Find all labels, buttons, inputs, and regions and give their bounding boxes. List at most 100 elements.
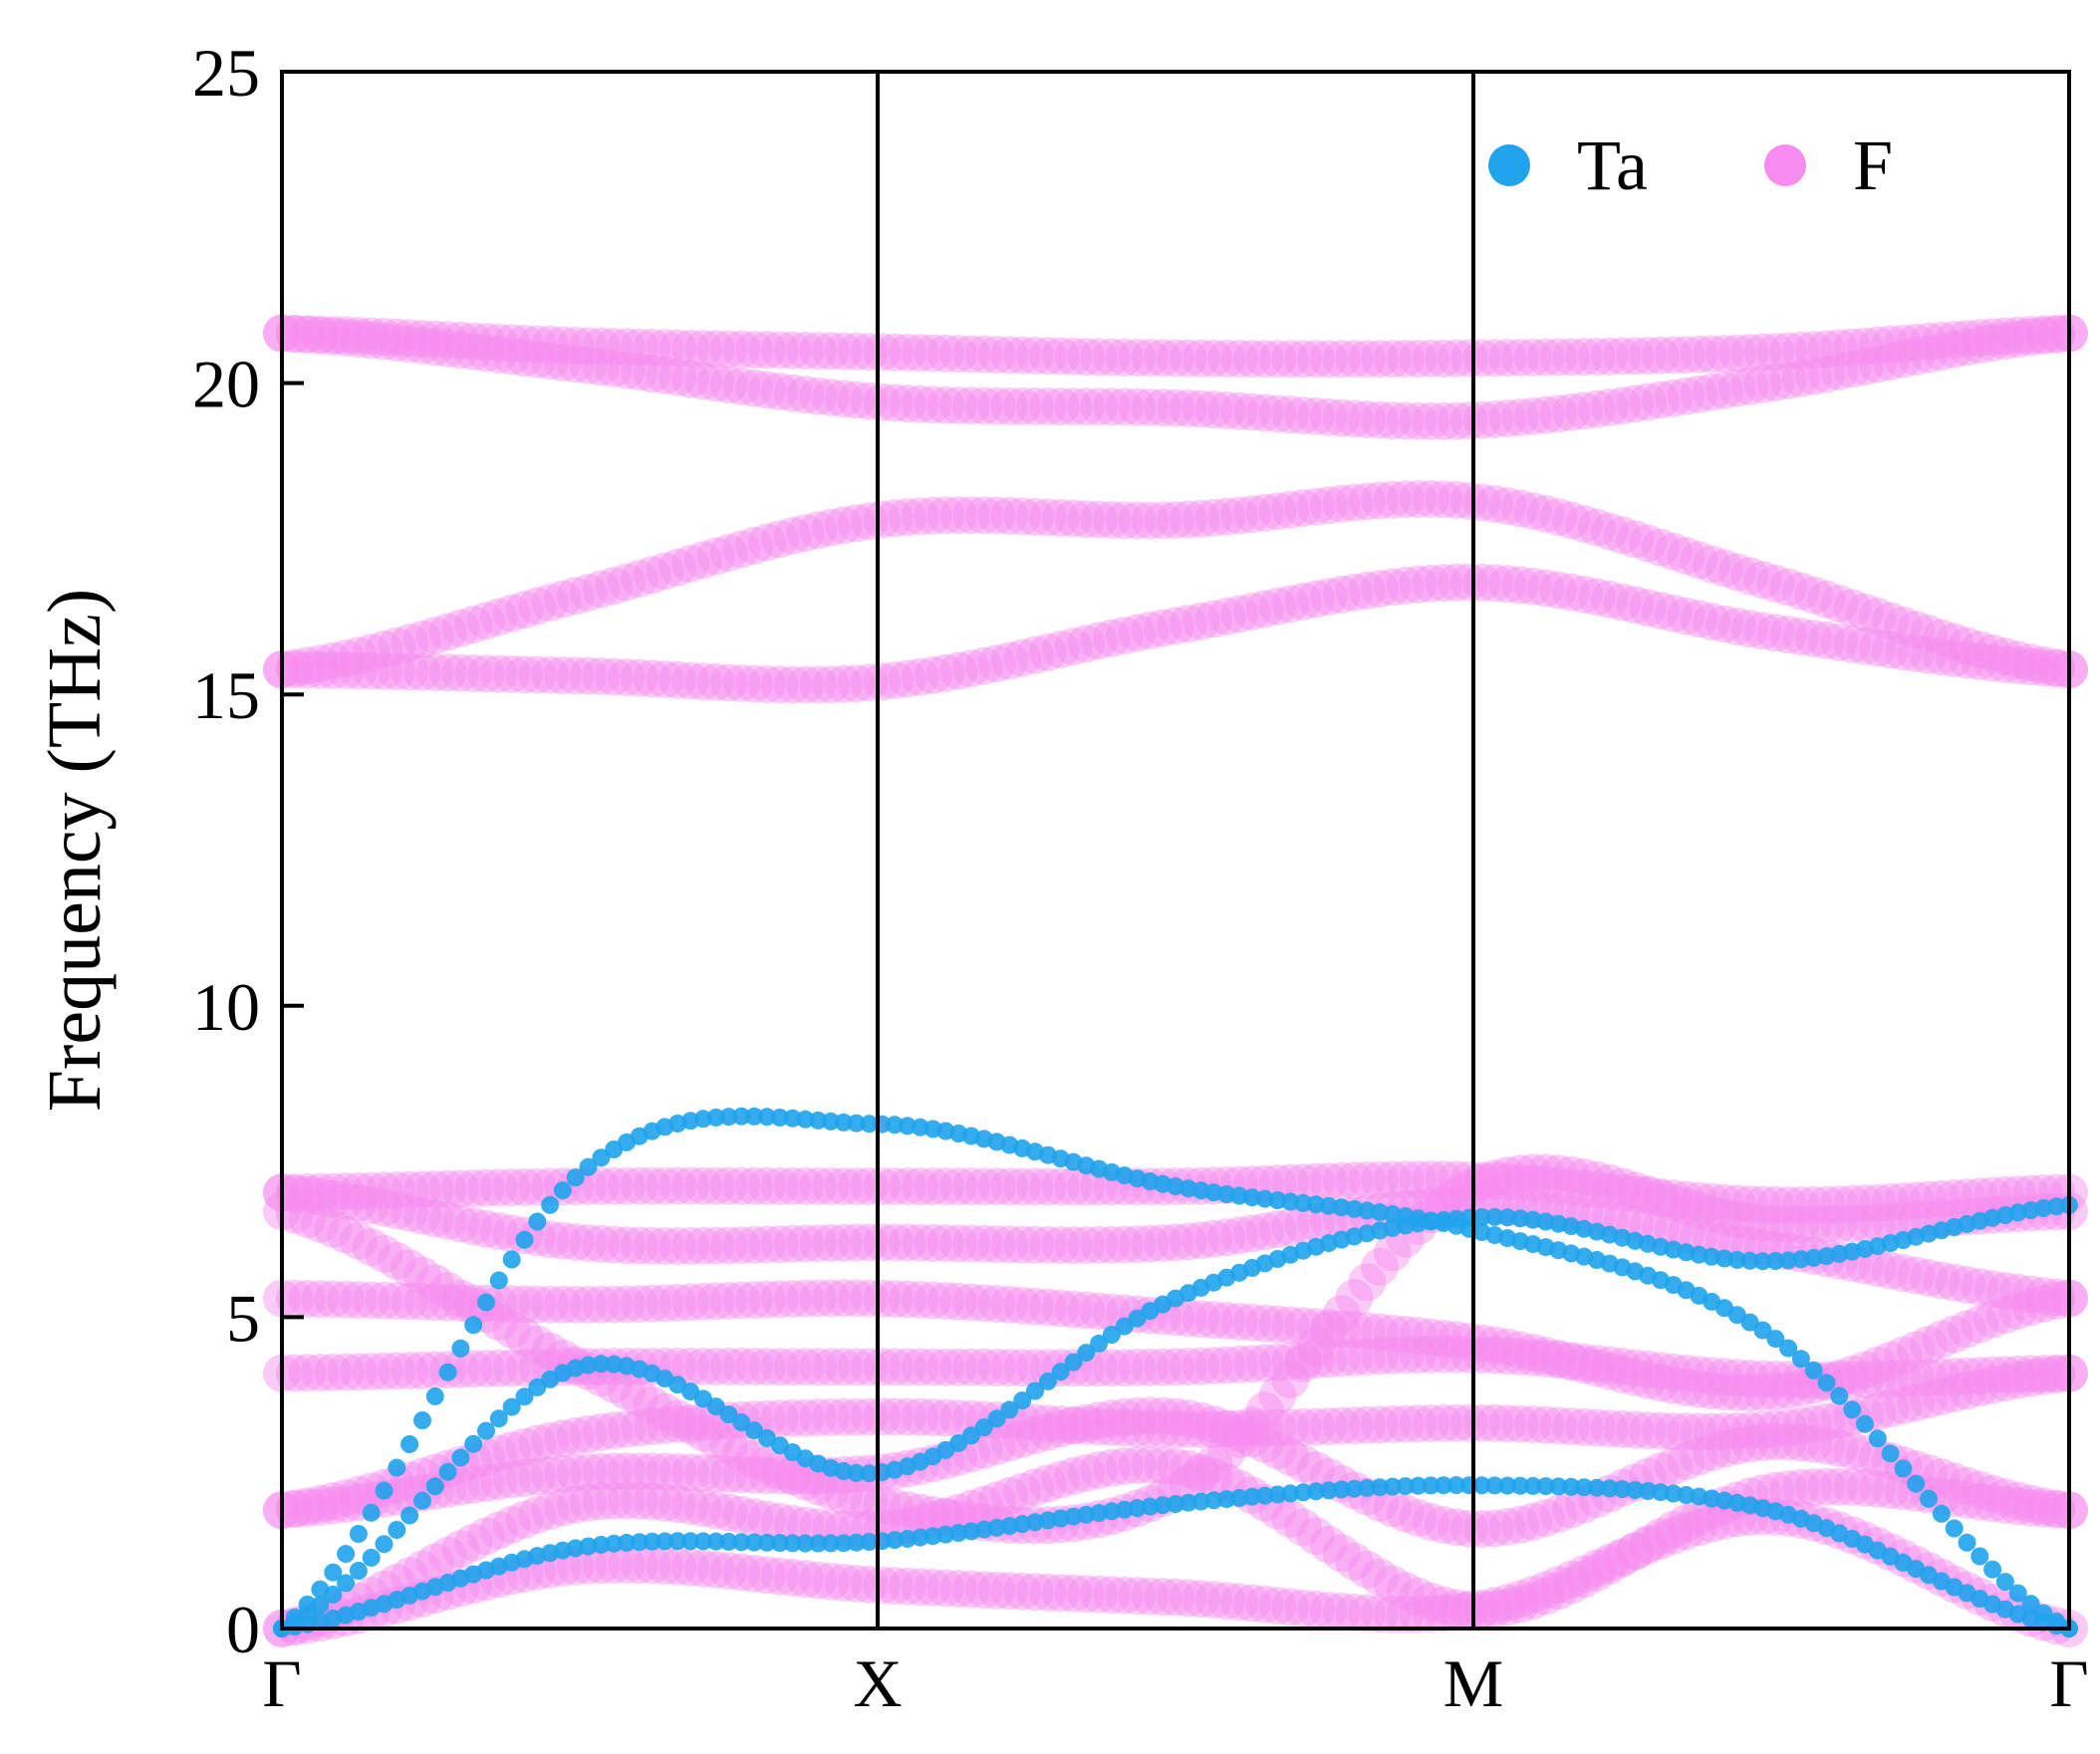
band-point <box>275 1279 314 1318</box>
band-point <box>1641 1364 1680 1402</box>
band-point <box>1144 1446 1182 1485</box>
band-point <box>952 1489 990 1528</box>
band-point <box>1309 486 1348 525</box>
band-point <box>1092 1448 1131 1487</box>
band-point <box>314 1482 353 1521</box>
band-point <box>1271 395 1310 434</box>
band-point <box>1603 386 1642 425</box>
band-point <box>1399 1404 1438 1443</box>
band-point <box>620 1408 658 1447</box>
band-point <box>1425 1319 1463 1358</box>
band-point <box>1791 1350 1810 1369</box>
band-point <box>747 1166 786 1205</box>
band-point <box>1613 1480 1632 1499</box>
band-point <box>1616 1171 1655 1210</box>
band-point <box>1335 573 1374 612</box>
band-point <box>901 334 939 373</box>
band-point <box>990 1423 1029 1462</box>
band-point <box>1169 389 1207 428</box>
band-point <box>990 641 1029 680</box>
band-point <box>1629 524 1668 563</box>
band-point <box>824 1476 863 1515</box>
band-point <box>1309 397 1348 436</box>
band-point <box>403 1351 441 1389</box>
band-point <box>952 386 990 425</box>
band-point <box>1475 1403 1514 1442</box>
band-point <box>735 1439 774 1478</box>
band-point <box>1743 561 1782 600</box>
band-point <box>569 1285 608 1324</box>
band-point <box>365 1188 403 1227</box>
band-point <box>773 1398 812 1437</box>
band-point <box>1871 1389 1910 1428</box>
band-point <box>760 1280 799 1319</box>
band-point <box>1271 1588 1310 1627</box>
band-point <box>1603 583 1642 622</box>
band-point <box>824 332 863 371</box>
band-point <box>1833 625 1872 663</box>
band-point <box>888 498 926 537</box>
band-point <box>1026 1381 1044 1400</box>
band-point <box>608 1409 646 1448</box>
band-point <box>646 1284 684 1323</box>
band-f-13 <box>263 314 2088 378</box>
band-point <box>352 633 391 672</box>
band-point <box>1743 365 1782 403</box>
band-point <box>428 653 467 692</box>
band-point <box>1319 1481 1338 1500</box>
band-point <box>1935 623 1973 661</box>
band-point <box>1743 1204 1782 1243</box>
band-point <box>1322 398 1361 437</box>
band-point <box>1016 1573 1054 1612</box>
band-point <box>1603 1348 1642 1385</box>
band-point <box>812 1471 850 1510</box>
band-point <box>1565 1158 1604 1196</box>
band-point <box>722 1553 761 1592</box>
band-point <box>275 314 314 353</box>
band-point <box>1028 1464 1067 1503</box>
band-point <box>671 329 710 368</box>
band-point <box>658 1453 697 1491</box>
band-point <box>1907 1474 1926 1493</box>
band-point <box>543 343 582 381</box>
band-point <box>1348 1161 1387 1199</box>
band-point <box>719 1405 738 1424</box>
band-point <box>285 1609 304 1627</box>
band-point <box>1399 565 1438 604</box>
band-point <box>770 1109 789 1127</box>
band-point <box>595 1546 634 1584</box>
band-point <box>1575 1478 1594 1497</box>
band-point <box>1332 1480 1351 1499</box>
band-point <box>901 1493 939 1532</box>
band-point <box>1910 322 1948 361</box>
band-point <box>441 1279 480 1318</box>
band-point <box>1105 1408 1144 1447</box>
band-point <box>1590 1346 1629 1384</box>
band-point <box>438 1363 457 1381</box>
band-point <box>1616 1410 1655 1449</box>
band-point <box>1641 1452 1680 1491</box>
band-point <box>1565 1560 1604 1599</box>
band-point <box>1245 1425 1284 1464</box>
band-f-7 <box>263 1153 2088 1545</box>
band-point <box>1181 1221 1220 1260</box>
band-point <box>1973 1270 2012 1309</box>
band-point <box>314 1486 353 1525</box>
band-point <box>1080 1226 1119 1264</box>
band-point <box>1706 1429 1743 1468</box>
band-point <box>1781 618 1820 656</box>
band-point <box>479 1434 518 1473</box>
band-point <box>1105 387 1144 426</box>
band-point <box>773 1457 812 1496</box>
band-point <box>528 1378 547 1396</box>
band-point <box>415 1199 454 1238</box>
band-point <box>1118 614 1157 652</box>
band-point <box>1526 495 1565 533</box>
band-point <box>1871 1471 1910 1509</box>
y-axis-label: Frequency (THz) <box>33 589 117 1112</box>
band-point <box>391 652 429 691</box>
band-point <box>403 1170 441 1209</box>
band-point <box>696 1420 735 1459</box>
band-point <box>1144 1348 1182 1386</box>
band-point <box>646 1227 684 1265</box>
